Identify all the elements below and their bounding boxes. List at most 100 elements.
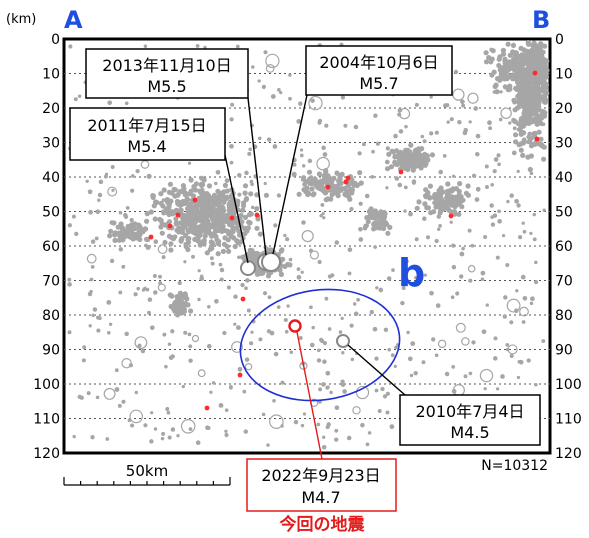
hypocenter-dot (207, 230, 213, 237)
hypocenter-dot (233, 322, 237, 326)
hypocenter-dot (224, 244, 230, 250)
hypocenter-dot (346, 435, 352, 441)
hypocenter-dot (242, 214, 249, 220)
hypocenter-dot (86, 391, 91, 396)
hypocenter-dot (334, 240, 340, 245)
hypocenter-dot (500, 107, 512, 119)
hypocenter-dot (212, 197, 218, 203)
hypocenter-dot (463, 190, 469, 196)
hypocenter-dot (434, 196, 440, 202)
callout-2010: 2010年7月4日 M4.5 (399, 394, 541, 446)
hypocenter-dot (162, 239, 168, 246)
hypocenter-dot (496, 153, 501, 158)
hypocenter-dot (500, 47, 506, 54)
hypocenter-dot (403, 209, 407, 213)
callout-2013: 2013年11月10日 M5.5 (85, 48, 249, 99)
depth-tick-left: 100 (33, 377, 60, 393)
hypocenter-dot (537, 52, 543, 58)
hypocenter-dot (436, 214, 442, 219)
hypocenter-dot (149, 325, 155, 331)
hypocenter-dot (167, 181, 173, 187)
hypocenter-dot (405, 259, 409, 263)
hypocenter-dot (533, 49, 538, 54)
depth-tick-left: 20 (42, 101, 60, 117)
hypocenter-dot (325, 424, 330, 430)
hypocenter-dot (322, 216, 326, 220)
hypocenter-dot (230, 229, 236, 235)
hypocenter-dot (427, 183, 433, 189)
hypocenter-dot (403, 185, 408, 190)
hypocenter-dot (534, 136, 540, 142)
hypocenter-dot (296, 274, 302, 280)
hypocenter-dot (528, 153, 535, 159)
hypocenter-dot (391, 268, 395, 272)
hypocenter-dot (224, 188, 230, 194)
hypocenter-dot (124, 331, 129, 337)
hypocenter-dot (86, 253, 97, 264)
hypocenter-dot (96, 328, 101, 333)
hypocenter-dot (215, 251, 221, 257)
hypocenter-dot (451, 243, 456, 248)
hypocenter-dot (421, 161, 427, 167)
hypocenter-dot (398, 129, 404, 134)
hypocenter-dot (182, 301, 188, 307)
hypocenter-dot (95, 395, 100, 400)
hypocenter-dot (231, 341, 243, 353)
hypocenter-dot (521, 103, 527, 109)
hypocenter-dot (185, 202, 190, 207)
hypocenter-dot (236, 325, 241, 330)
hypocenter-dot (309, 186, 315, 192)
hypocenter-dot (347, 195, 352, 200)
hypocenter-dot (378, 287, 384, 293)
hypocenter-dot (542, 110, 548, 116)
hypocenter-dot (489, 203, 494, 208)
hypocenter-dot (279, 90, 283, 95)
hypocenter-dot (277, 88, 281, 92)
hypocenter-dot (177, 290, 183, 296)
hypocenter-dot (292, 162, 297, 167)
hypocenter-dot (161, 187, 167, 193)
hypocenter-dot (537, 45, 543, 52)
hypocenter-dot (159, 221, 165, 227)
hypocenter-dot (468, 120, 472, 124)
hypocenter-dot (145, 287, 150, 292)
hypocenter-dot (520, 140, 527, 146)
hypocenter-dot (488, 126, 493, 131)
hypocenter-dot (182, 190, 188, 196)
hypocenter-dot (414, 275, 418, 280)
hypocenter-dot (199, 175, 205, 181)
hypocenter-dot (306, 169, 313, 175)
hypocenter-dot (343, 179, 349, 185)
hypocenter-dot (188, 188, 194, 194)
hypocenter-dot (522, 295, 528, 301)
hypocenter-dot (88, 324, 92, 328)
hypocenter-dot (177, 189, 183, 195)
hypocenter-dot (530, 296, 535, 302)
hypocenter-dot (510, 42, 517, 49)
hypocenter-dot (103, 174, 108, 179)
hypocenter-dot (457, 119, 462, 125)
hypocenter-dot (109, 258, 115, 264)
hypocenter-dot (118, 221, 124, 227)
hypocenter-dot (375, 141, 380, 146)
hypocenter-dot (273, 351, 279, 357)
hypocenter-dot (218, 403, 224, 408)
hypocenter-dot (108, 322, 113, 327)
hypocenter-dot (90, 239, 96, 244)
hypocenter-dot (372, 326, 378, 332)
hypocenter-dot (272, 398, 276, 403)
hypocenter-dot (192, 187, 199, 193)
hypocenter-dot (240, 296, 246, 302)
hypocenter-dot (144, 211, 150, 217)
hypocenter-dot (242, 183, 249, 189)
hypocenter-dot (445, 205, 451, 211)
hypocenter-dot (492, 213, 498, 218)
hypocenter-dot (308, 95, 323, 111)
hypocenter-dot (324, 296, 329, 301)
hypocenter-dot (533, 43, 539, 49)
hypocenter-dot (421, 360, 426, 365)
hypocenter-dot (455, 291, 460, 296)
hypocenter-dot (130, 174, 135, 178)
hypocenter-dot (286, 304, 290, 308)
hypocenter-dot (509, 193, 514, 198)
